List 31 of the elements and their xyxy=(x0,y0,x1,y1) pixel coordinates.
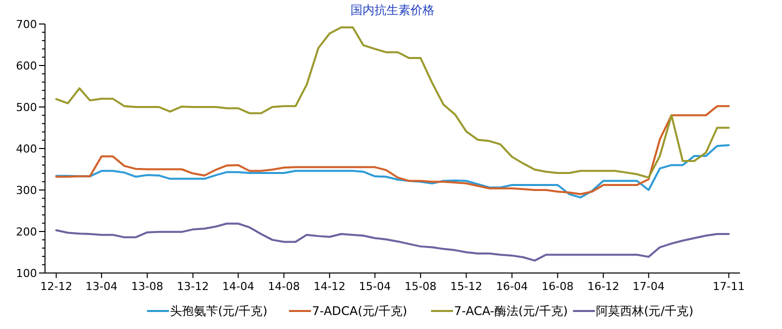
x-tick-label: 17-11 xyxy=(712,280,745,293)
x-tick-label: 14-08 xyxy=(268,280,300,293)
x-tick-label: 16-12 xyxy=(587,280,620,293)
legend-label: 7-ADCA(元/千克) xyxy=(312,304,408,318)
x-tick-label: 17-04 xyxy=(632,280,665,293)
x-tick-label: 16-08 xyxy=(542,280,574,293)
y-tick-label: 700 xyxy=(16,18,37,31)
x-tick-label: 14-12 xyxy=(314,280,346,293)
x-tick-label: 13-04 xyxy=(86,280,118,293)
x-tick-label: 15-12 xyxy=(450,280,482,293)
x-tick-label: 15-04 xyxy=(358,280,391,293)
x-tick-label: 12-12 xyxy=(40,280,72,293)
y-tick-label: 600 xyxy=(16,59,37,72)
x-tick-label: 13-12 xyxy=(176,280,209,293)
line-series xyxy=(55,144,730,198)
y-tick-label: 100 xyxy=(16,266,37,280)
x-tick-label: 13-08 xyxy=(131,280,164,293)
legend-label: 头孢氨苄(元/千克) xyxy=(170,304,268,318)
y-tick-label: 200 xyxy=(16,225,37,238)
line-series xyxy=(55,222,730,262)
line-series xyxy=(55,26,730,179)
x-tick-label: 16-04 xyxy=(496,280,528,293)
chart-title: 国内抗生素价格 xyxy=(350,3,434,17)
legend-label: 7-ACA-酶法(元/千克) xyxy=(454,304,568,318)
legend-label: 阿莫西林(元/千克) xyxy=(596,304,694,318)
line-series xyxy=(55,105,730,196)
y-tick-label: 500 xyxy=(16,100,37,114)
x-tick-label: 15-08 xyxy=(404,280,437,293)
y-tick-label: 300 xyxy=(16,184,37,197)
x-tick-label: 14-04 xyxy=(222,280,254,293)
y-tick-label: 400 xyxy=(16,142,37,156)
